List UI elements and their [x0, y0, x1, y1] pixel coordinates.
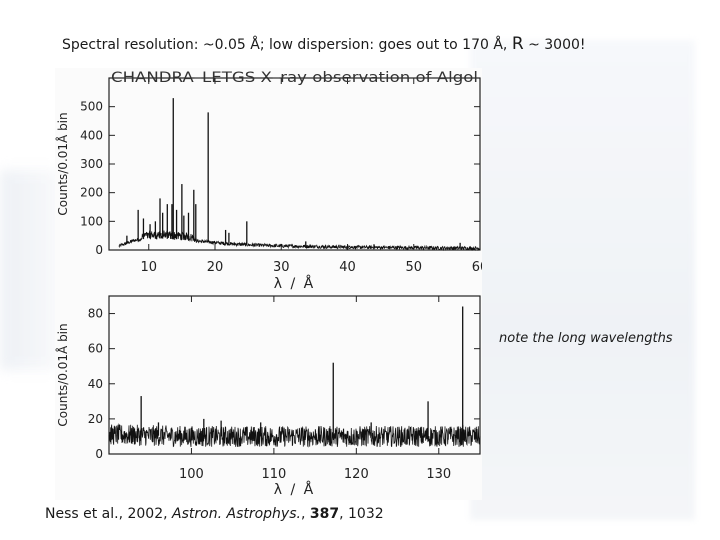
background-ghost-strip — [0, 170, 60, 370]
slide-title-r: R — [511, 34, 524, 54]
side-note: note the long wavelengths — [499, 331, 673, 346]
y-axis-label: Counts/0.01Å bin — [55, 323, 70, 426]
y-tick-label: 100 — [80, 214, 103, 228]
citation-pages: , 1032 — [339, 506, 384, 522]
citation-authors: Ness et al., 2002, — [45, 506, 173, 522]
x-axis-label: λ / Å — [274, 275, 315, 292]
x-tick-label: 30 — [273, 260, 290, 275]
citation-sep: , — [300, 506, 310, 522]
y-tick-label: 300 — [80, 157, 103, 171]
x-axis-label: λ / Å — [274, 481, 315, 498]
citation-volume: 387 — [309, 506, 340, 522]
y-tick-label: 20 — [88, 412, 103, 426]
x-tick-label: 120 — [344, 467, 369, 482]
spectrum-trace-2 — [108, 423, 481, 448]
x-tick-label: 40 — [339, 260, 356, 275]
spectrum-trace-1 — [118, 230, 481, 252]
y-axis-label: Counts/0.01Å bin — [55, 112, 70, 215]
citation: Ness et al., 2002, Astron. Astrophys., 3… — [45, 506, 384, 522]
plot-frame-2 — [108, 295, 481, 455]
y-tick-label: 0 — [95, 243, 103, 257]
x-tick-label: 20 — [207, 260, 224, 275]
y-tick-label: 500 — [80, 100, 103, 114]
slide-title: Spectral resolution: ~0.05 Å; low disper… — [62, 34, 586, 54]
x-tick-label: 130 — [426, 467, 451, 482]
y-tick-label: 200 — [80, 186, 103, 200]
y-tick-label: 40 — [88, 377, 103, 391]
chart-title: CHANDRA–LETGS X–ray observation of Algol — [111, 70, 478, 86]
x-tick-label: 60 — [472, 260, 482, 275]
background-ghost-panel — [470, 40, 695, 520]
y-tick-label: 80 — [88, 307, 103, 321]
y-tick-label: 0 — [95, 447, 103, 461]
slide-title-end: ~ 3000! — [523, 37, 586, 53]
x-tick-label: 10 — [140, 260, 157, 275]
slide-title-text: Spectral resolution: ~0.05 Å; low disper… — [62, 37, 512, 53]
plot-frame-1 — [108, 77, 481, 251]
spectrum-figure-svg: 1020304050600100200300400500CHANDRA–LETG… — [55, 70, 482, 498]
y-tick-label: 400 — [80, 128, 103, 142]
y-tick-label: 60 — [88, 342, 103, 356]
citation-journal: Astron. Astrophys. — [172, 506, 301, 522]
spectrum-figure: 1020304050600100200300400500CHANDRA–LETG… — [55, 68, 482, 500]
x-tick-label: 110 — [261, 467, 286, 482]
x-tick-label: 100 — [179, 467, 204, 482]
x-tick-label: 50 — [405, 260, 422, 275]
